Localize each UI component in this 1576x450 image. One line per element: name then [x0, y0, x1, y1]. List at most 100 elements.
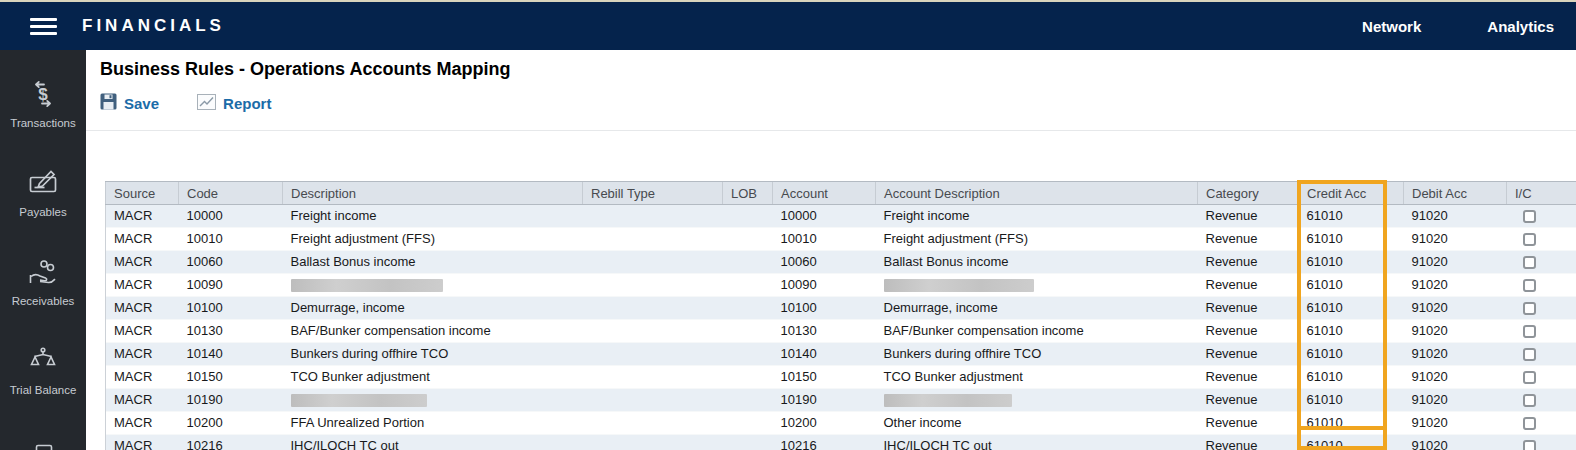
cell-code: 10200 [179, 412, 283, 435]
cell-source: MACR [106, 274, 179, 297]
scales-icon [27, 345, 59, 377]
cell-rebill-type [583, 251, 723, 274]
nav-network[interactable]: Network [1362, 18, 1421, 35]
sidebar-item-label: Payables [19, 205, 66, 219]
cell-rebill-type [583, 297, 723, 320]
cell-account: 10010 [773, 228, 876, 251]
column-header-description[interactable]: Description [283, 182, 583, 205]
cell-lob [723, 251, 773, 274]
cell-account: 10000 [773, 205, 876, 228]
page-title: Business Rules - Operations Accounts Map… [100, 59, 510, 80]
column-header-i-c[interactable]: I/C [1507, 182, 1576, 205]
cell-debit-acc: 91020 [1404, 435, 1507, 450]
ic-checkbox[interactable] [1523, 394, 1536, 407]
sidebar-item-payables[interactable]: Payables [0, 149, 86, 238]
toolbar: Save Report [100, 93, 271, 113]
ic-checkbox[interactable] [1523, 440, 1536, 450]
sidebar-item-label: Transactions [10, 116, 75, 130]
table-row[interactable]: MACR1009010090Revenue6101091020 [106, 274, 1576, 297]
ic-checkbox[interactable] [1523, 371, 1536, 384]
cell-credit-acc: 61010 [1299, 274, 1404, 297]
ic-checkbox[interactable] [1523, 279, 1536, 292]
cell-code: 10140 [179, 343, 283, 366]
cell-account: 10200 [773, 412, 876, 435]
table-row[interactable]: MACR1019010190Revenue6101091020 [106, 389, 1576, 412]
menu-icon[interactable] [30, 14, 57, 39]
ic-checkbox[interactable] [1523, 210, 1536, 223]
cell-code: 10150 [179, 366, 283, 389]
cell-category: Revenue [1198, 343, 1299, 366]
column-header-account[interactable]: Account [773, 182, 876, 205]
sidebar-item-transactions[interactable]: $ Transactions [0, 60, 86, 149]
cell-rebill-type [583, 205, 723, 228]
report-chart-icon [197, 94, 216, 113]
cell-ic [1507, 412, 1576, 435]
cell-account-description: Ballast Bonus income [876, 251, 1198, 274]
table-row[interactable]: MACR10100Demurrage, income10100Demurrage… [106, 297, 1576, 320]
cell-credit-acc: 61010 [1299, 205, 1404, 228]
save-button[interactable]: Save [100, 93, 159, 113]
ic-checkbox[interactable] [1523, 302, 1536, 315]
ic-checkbox[interactable] [1523, 417, 1536, 430]
column-header-debit-acc[interactable]: Debit Acc [1404, 182, 1507, 205]
cell-debit-acc: 91020 [1404, 320, 1507, 343]
cell-category: Revenue [1198, 251, 1299, 274]
cell-description [283, 274, 583, 297]
cell-source: MACR [106, 205, 179, 228]
cell-account-description: Other income [876, 412, 1198, 435]
table-row[interactable]: MACR10060Ballast Bonus income10060Ballas… [106, 251, 1576, 274]
cell-account-description: TCO Bunker adjustment [876, 366, 1198, 389]
table-row[interactable]: MACR10150TCO Bunker adjustment10150TCO B… [106, 366, 1576, 389]
ic-checkbox[interactable] [1523, 348, 1536, 361]
sidebar-item-document[interactable] [0, 416, 86, 450]
column-header-source[interactable]: Source [106, 182, 179, 205]
cell-ic [1507, 343, 1576, 366]
sidebar-item-receivables[interactable]: Receivables [0, 238, 86, 327]
window-top-edge [0, 0, 1576, 2]
table-row[interactable]: MACR10216IHC/ILOCH TC out10216IHC/ILOCH … [106, 435, 1576, 450]
table-row[interactable]: MACR10200FFA Unrealized Portion10200Othe… [106, 412, 1576, 435]
column-header-account-description[interactable]: Account Description [876, 182, 1198, 205]
table-row[interactable]: MACR10010Freight adjustment (FFS)10010Fr… [106, 228, 1576, 251]
cell-ic [1507, 320, 1576, 343]
cell-description [283, 389, 583, 412]
ic-checkbox[interactable] [1523, 325, 1536, 338]
cell-rebill-type [583, 389, 723, 412]
cell-account: 10150 [773, 366, 876, 389]
cell-ic [1507, 274, 1576, 297]
cell-category: Revenue [1198, 435, 1299, 450]
app-title: FINANCIALS [82, 16, 225, 36]
cell-lob [723, 366, 773, 389]
table-row[interactable]: MACR10140Bunkers during offhire TCO10140… [106, 343, 1576, 366]
column-header-lob[interactable]: LOB [723, 182, 773, 205]
cell-debit-acc: 91020 [1404, 412, 1507, 435]
cell-ic [1507, 435, 1576, 450]
cell-account: 10090 [773, 274, 876, 297]
redacted-text [884, 394, 1012, 407]
cell-category: Revenue [1198, 274, 1299, 297]
table-row[interactable]: MACR10130BAF/Bunker compensation income1… [106, 320, 1576, 343]
cell-lob [723, 228, 773, 251]
cell-credit-acc: 61010 [1299, 366, 1404, 389]
ic-checkbox[interactable] [1523, 256, 1536, 269]
sidebar-item-trial-balance[interactable]: Trial Balance [0, 327, 86, 416]
nav-analytics[interactable]: Analytics [1487, 18, 1554, 35]
column-header-rebill-type[interactable]: Rebill Type [583, 182, 723, 205]
cell-source: MACR [106, 435, 179, 450]
redacted-text [884, 279, 1034, 292]
cell-code: 10216 [179, 435, 283, 450]
report-button[interactable]: Report [197, 93, 271, 113]
cell-account-description: Freight adjustment (FFS) [876, 228, 1198, 251]
cell-category: Revenue [1198, 297, 1299, 320]
ic-checkbox[interactable] [1523, 233, 1536, 246]
cell-source: MACR [106, 343, 179, 366]
cell-source: MACR [106, 297, 179, 320]
cell-rebill-type [583, 412, 723, 435]
table-row[interactable]: MACR10000Freight income10000Freight inco… [106, 205, 1576, 228]
column-header-code[interactable]: Code [179, 182, 283, 205]
column-header-credit-acc[interactable]: Credit Acc [1299, 182, 1404, 205]
cell-account-description [876, 274, 1198, 297]
table-header-row: SourceCodeDescriptionRebill TypeLOBAccou… [106, 182, 1576, 205]
column-header-category[interactable]: Category [1198, 182, 1299, 205]
cell-lob [723, 343, 773, 366]
